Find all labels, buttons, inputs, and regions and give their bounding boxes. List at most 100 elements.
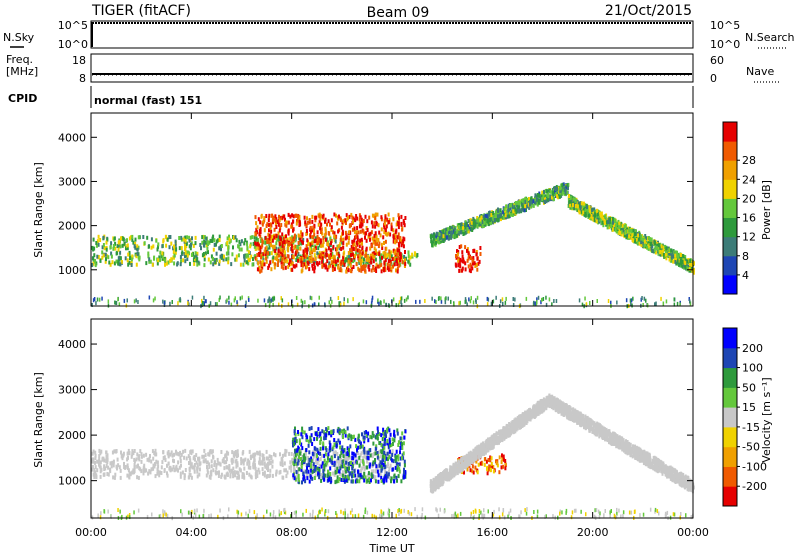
near-range-cell [468,297,470,302]
rising-arc-cell [566,190,569,195]
flow-patch-cell [353,469,356,474]
ground-scatter-band-cell [348,455,351,460]
band-mid-cell [92,237,95,242]
near-range-cell [440,299,443,304]
strong-echoes-cell [369,253,372,258]
rising-arc-cell [500,212,503,217]
rising-arc-cell [473,225,476,230]
flow-patch-cell [311,442,314,446]
strong-echoes-cell [317,254,320,259]
near-range-cell [629,298,632,303]
falling-arc-cell [687,264,690,269]
strong-echoes-cell [318,239,321,244]
rising-arc-cell [454,234,457,239]
near-range-cell [499,299,502,304]
near-range-cell [225,299,227,304]
ground-scatter-band-cell [377,457,380,462]
colorbar-swatch [723,198,737,219]
flow-patch-cell [312,452,315,457]
ground-scatter-band-cell [256,450,259,455]
near-range-cell [660,296,662,301]
strong-echoes-cell [323,263,325,268]
flow-patch-cell [314,446,317,451]
near-range-cell [93,297,96,301]
falling-arc-cell [644,236,647,241]
strong-echoes-cell [265,214,268,218]
strong-echoes-cell [316,230,319,235]
strong-echoes-cell [274,249,277,253]
strong-echoes-cell [310,258,313,263]
band-mid-cell [211,236,214,241]
strong-echoes-cell [373,254,376,259]
evening-patch-cell [458,260,461,265]
flow-patch-cell [401,442,404,447]
strong-echoes-cell [342,241,345,246]
falling-arc-cell [612,223,615,228]
ground-scatter-band-cell [178,465,181,470]
flow-patch-cell [371,475,373,479]
flow-patch-cell [323,430,326,435]
falling-arc-cell [624,223,627,228]
strong-echoes-cell [369,246,372,251]
strong-echoes-cell [365,231,368,236]
flow-patch-cell [398,462,401,467]
flow-patch-cell [300,442,303,447]
strong-echoes-cell [325,253,328,258]
near-range-cell [630,298,633,303]
ground-scatter-band-cell [206,467,209,472]
rising-arc-cell [509,212,512,217]
falling-arc-cell [668,251,671,256]
strong-echoes-cell [261,243,264,248]
rising-arc-cell [507,207,510,212]
ground-scatter-band-cell [264,464,267,469]
cpid-strip [90,86,694,108]
ground-scatter-band-cell [161,460,164,465]
falling-arc-cell [679,260,682,265]
near-range-cell [492,299,495,304]
evening-patch-cell [472,249,475,253]
ground-scatter-band-cell [117,463,120,468]
flow-patch-cell [344,475,347,480]
flow-patch-cell [383,455,386,460]
near-range-cell [437,296,440,301]
band-low-cell [379,258,382,263]
band-low-cell [128,260,131,265]
strong-echoes-cell [320,243,323,248]
strong-echoes-cell [375,235,378,240]
falling-arc-cell [597,220,600,225]
band-low-cell [352,259,355,263]
flow-patch-cell [350,437,353,442]
strong-echoes-cell [389,254,391,259]
flow-patch-cell [391,442,394,446]
band-mid-cell [162,238,165,243]
rising-arc-cell [486,219,489,224]
falling-arc-cell [597,209,600,214]
ground-scatter-band-cell [289,460,292,465]
strong-echoes-cell [401,259,404,264]
flow-patch-cell [328,440,331,445]
band-low-cell [188,251,190,256]
band-low-cell [313,253,316,258]
strong-echoes-cell [358,268,361,273]
ground-scatter-band-cell [94,460,96,465]
strong-echoes-cell [297,240,300,245]
strong-echoes-cell [317,222,320,227]
flow-patch-cell [372,460,375,465]
strong-echoes-cell [309,234,312,239]
ground-scatter-band-cell [290,452,293,456]
evening-patch-cell [475,250,478,254]
strong-echoes-cell [361,245,364,250]
near-range-cell [152,298,155,303]
strong-echoes-cell [355,245,358,250]
strong-echoes-cell [385,246,388,251]
band-low-cell [316,251,319,256]
band-mid-cell [164,234,167,239]
ground-scatter-band-cell [188,468,191,472]
strong-echoes-cell [311,263,314,268]
ground-scatter-band-cell [247,458,250,463]
strong-echoes-cell [350,223,352,228]
falling-arc-cell [651,249,654,254]
falling-arc-cell [678,262,681,267]
rising-arc-cell [484,213,487,218]
band-mid-cell [134,237,137,242]
